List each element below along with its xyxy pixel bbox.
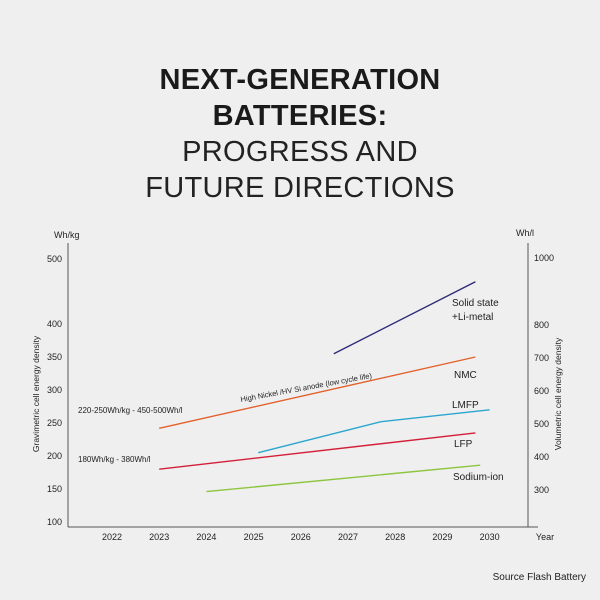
series-line-lmfp	[258, 409, 490, 454]
title-block: NEXT-GENERATION BATTERIES: PROGRESS AND …	[0, 62, 600, 206]
title-line-1: NEXT-GENERATION	[159, 64, 441, 96]
left-tick-label: 100	[47, 517, 62, 527]
series-line-lfp	[159, 432, 476, 470]
x-tick-label: 2026	[291, 532, 311, 542]
title-line-4: FUTURE DIRECTIONS	[145, 172, 455, 204]
right-tick-label: 500	[534, 419, 549, 429]
annotation-nmc-note: High Nickel /HV Si anode (low cycle life…	[240, 371, 373, 404]
right-tick-label: 800	[534, 320, 549, 330]
x-axis-label: Year	[536, 532, 554, 542]
x-tick-label: 2027	[338, 532, 358, 542]
right-axis-unit: Wh/l	[516, 228, 534, 238]
left-tick-label: 300	[47, 385, 62, 395]
left-tick-label: 200	[47, 451, 62, 461]
annotation-nmc-range: 220-250Wh/kg - 450-500Wh/l	[78, 406, 183, 415]
series-label-lmfp: LMFP	[452, 400, 479, 411]
x-tick-label: 2023	[149, 532, 169, 542]
x-tick-label: 2022	[102, 532, 122, 542]
annotation-lfp-range: 180Wh/kg - 380Wh/l	[78, 455, 151, 464]
left-tick-label: 350	[47, 352, 62, 362]
source-note: Source Flash Battery	[492, 572, 586, 583]
right-tick-label: 300	[534, 485, 549, 495]
left-axis-unit: Wh/kg	[54, 230, 80, 240]
title-line-2: BATTERIES:	[212, 100, 388, 132]
series-label-solid-state: Solid state	[452, 298, 499, 309]
right-tick-label: 600	[534, 386, 549, 396]
x-tick-label: 2029	[432, 532, 452, 542]
left-tick-label: 250	[47, 418, 62, 428]
left-axis-title: Gravimetric cell energy density	[31, 335, 41, 452]
x-tick-label: 2025	[244, 532, 264, 542]
left-tick-label: 400	[47, 319, 62, 329]
series-line-sodium-ion	[206, 464, 481, 493]
series-label-lfp: LFP	[454, 439, 473, 450]
series-label-solid-state-line2: +Li-metal	[452, 312, 493, 323]
series-label-sodium-ion: Sodium-ion	[453, 472, 504, 483]
right-tick-label: 400	[534, 452, 549, 462]
series-line-solid-state	[333, 281, 476, 355]
left-tick-label: 500	[47, 254, 62, 264]
x-tick-label: 2024	[196, 532, 216, 542]
left-tick-label: 150	[47, 484, 62, 494]
right-tick-label: 1000	[534, 253, 554, 263]
series-label-nmc: NMC	[454, 370, 477, 381]
x-tick-label: 2030	[480, 532, 500, 542]
right-tick-label: 700	[534, 353, 549, 363]
title-line-3: PROGRESS AND	[182, 136, 418, 168]
series-line-nmc	[159, 356, 476, 429]
x-tick-label: 2028	[385, 532, 405, 542]
right-axis-title: Volumetric cell energy density	[553, 337, 563, 450]
